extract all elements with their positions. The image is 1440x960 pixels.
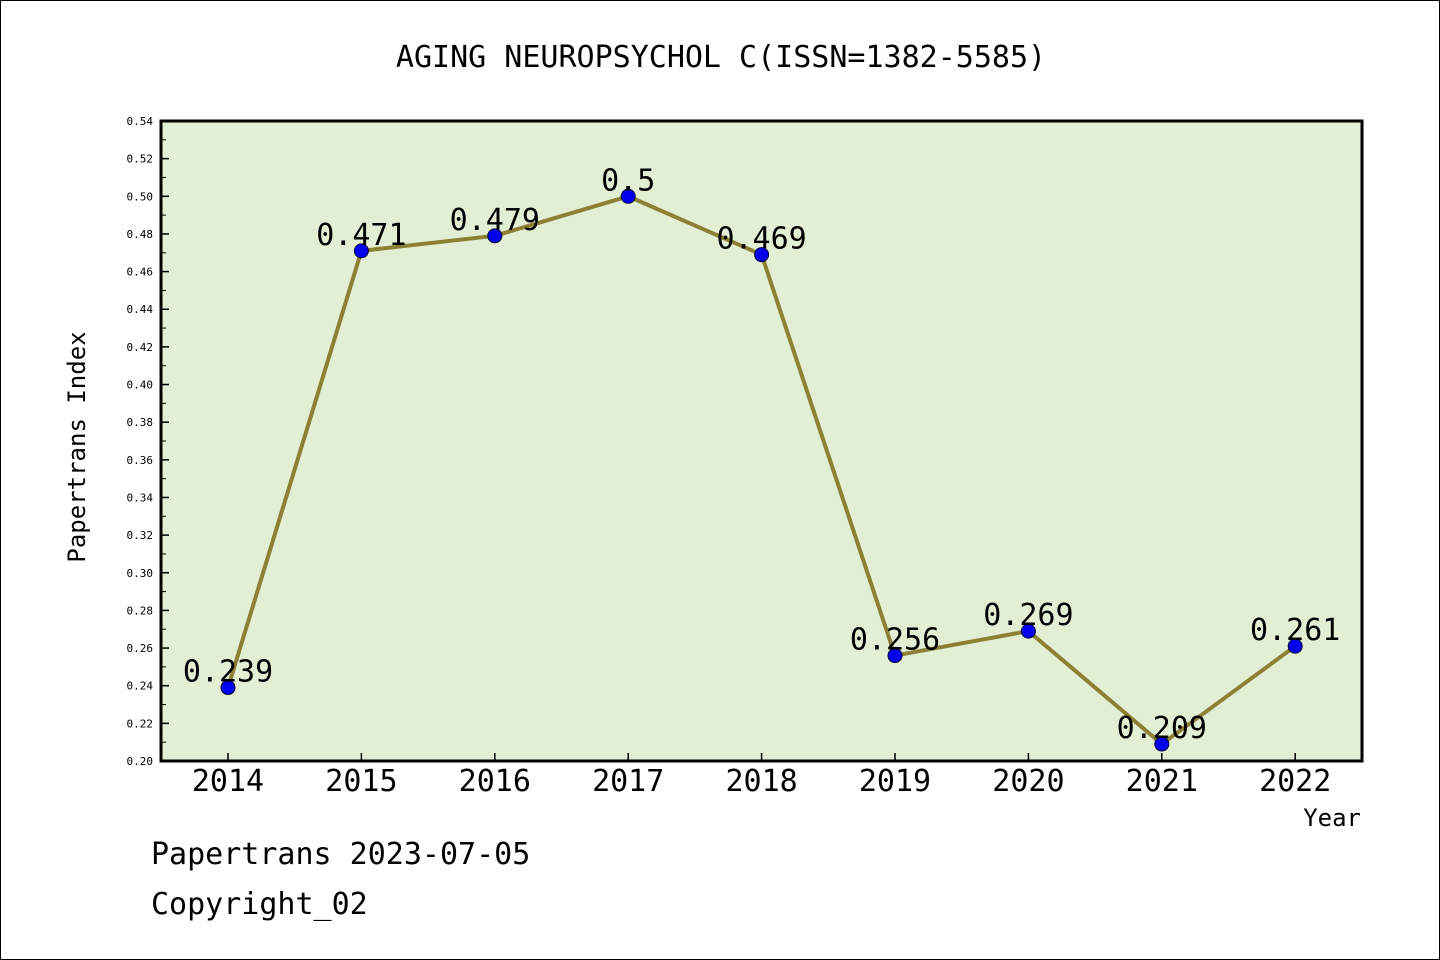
data-label: 0.269 xyxy=(983,598,1073,633)
y-tick-label: 0.24 xyxy=(127,680,154,693)
x-tick-label: 2017 xyxy=(592,764,664,799)
y-axis-ticks: 0.20 0.22 0.24 0.26 0.28 0.30 0.32 0.34 0.36 0.38… xyxy=(127,115,169,768)
x-tick-label: 2020 xyxy=(992,764,1064,799)
y-tick-label: 0.48 xyxy=(127,228,154,241)
x-tick-label: 2019 xyxy=(859,764,931,799)
data-label: 0.471 xyxy=(316,218,406,253)
y-tick-label: 0.40 xyxy=(127,379,154,392)
x-tick-label: 2021 xyxy=(1126,764,1198,799)
y-axis-label: Papertrans Index xyxy=(63,331,91,562)
y-tick-label: 0.34 xyxy=(127,491,154,504)
data-point xyxy=(620,188,636,204)
x-tick-label: 2014 xyxy=(192,764,264,799)
data-point xyxy=(1287,638,1303,654)
data-label: 0.256 xyxy=(850,623,940,658)
data-label: 0.479 xyxy=(450,203,540,238)
data-label: 0.209 xyxy=(1117,711,1207,746)
series-line-group: 0.239 0.471 0.479 0.5 0.469 0.256 0.269 0.209 0.… xyxy=(183,163,1340,752)
x-axis-ticks: 2014 2015 2016 2017 2018 2019 2020 2021 2022 xyxy=(192,753,1331,799)
data-label: 0.239 xyxy=(183,655,273,690)
x-tick-label: 2015 xyxy=(325,764,397,799)
data-point xyxy=(353,243,369,259)
data-point xyxy=(887,648,903,664)
y-tick-label: 0.28 xyxy=(127,604,154,617)
y-tick-label: 0.36 xyxy=(127,454,154,467)
y-tick-label: 0.44 xyxy=(127,303,154,316)
data-point xyxy=(220,680,236,696)
y-tick-label: 0.54 xyxy=(127,115,154,128)
y-tick-label: 0.26 xyxy=(127,642,154,655)
data-label: 0.469 xyxy=(716,222,806,257)
footer-copyright: Copyright_02 xyxy=(151,887,368,922)
x-tick-label: 2018 xyxy=(725,764,797,799)
y-tick-label: 0.20 xyxy=(127,755,154,768)
data-label: 0.261 xyxy=(1250,613,1340,648)
y-tick-label: 0.32 xyxy=(127,529,154,542)
chart-title: AGING NEUROPSYCHOL C(ISSN=1382-5585) xyxy=(396,40,1046,75)
plot-area xyxy=(159,119,1364,763)
y-tick-label: 0.42 xyxy=(127,341,154,354)
data-label: 0.5 xyxy=(601,163,655,198)
y-tick-label: 0.52 xyxy=(127,153,154,166)
x-tick-label: 2022 xyxy=(1259,764,1331,799)
footer-date: Papertrans 2023-07-05 xyxy=(151,837,530,872)
y-tick-label: 0.38 xyxy=(127,416,154,429)
x-tick-label: 2016 xyxy=(459,764,531,799)
x-axis-label: Year xyxy=(1303,804,1361,832)
y-tick-label: 0.30 xyxy=(127,567,154,580)
y-tick-label: 0.50 xyxy=(127,190,154,203)
data-point xyxy=(754,247,770,263)
data-point xyxy=(487,228,503,244)
y-tick-label: 0.22 xyxy=(127,717,154,730)
data-point xyxy=(1154,736,1170,752)
y-tick-label: 0.46 xyxy=(127,266,154,279)
data-point xyxy=(1020,623,1036,639)
